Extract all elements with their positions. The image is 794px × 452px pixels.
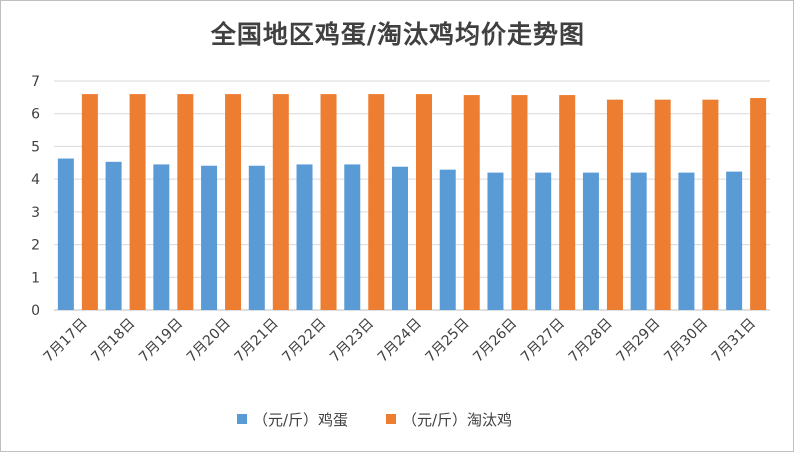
y-tick-label: 7 <box>31 74 40 90</box>
bar-egg <box>678 172 695 310</box>
x-tick-label: 7月23日 <box>327 316 377 366</box>
x-tick-label: 7月17日 <box>41 316 91 366</box>
x-tick-label: 7月25日 <box>423 316 473 366</box>
bar-egg <box>248 165 265 310</box>
x-tick-label: 7月19日 <box>136 316 186 366</box>
bar-cull-hen <box>81 94 98 310</box>
bar-egg <box>57 158 74 310</box>
bar-egg <box>392 166 408 310</box>
y-tick-label: 1 <box>31 270 40 286</box>
bar-cull-hen <box>129 94 146 310</box>
x-tick-label: 7月26日 <box>470 316 520 366</box>
x-tick-label: 7月24日 <box>375 316 425 366</box>
bars <box>57 94 767 311</box>
bar-cull-hen <box>559 95 576 311</box>
bar-cull-hen <box>511 95 528 311</box>
y-axis: 0 1 2 3 4 5 6 7 <box>31 74 40 319</box>
bar-cull-hen <box>272 94 289 310</box>
y-tick-label: 6 <box>31 107 40 123</box>
x-tick-label: 7月30日 <box>661 316 711 366</box>
y-tick-label: 5 <box>31 139 40 155</box>
x-tick-label: 7月18日 <box>88 316 138 366</box>
x-tick-label: 7月22日 <box>279 316 329 366</box>
bar-egg <box>487 172 504 310</box>
bar-cull-hen <box>177 94 194 310</box>
x-tick-label: 7月21日 <box>232 316 282 366</box>
bar-cull-hen <box>463 95 480 311</box>
bar-cull-hen <box>606 99 623 310</box>
y-tick-label: 2 <box>31 238 40 254</box>
gridlines <box>54 80 770 311</box>
x-tick-label: 7月28日 <box>566 316 616 366</box>
bar-cull-hen <box>416 94 432 310</box>
bar-egg <box>105 161 122 310</box>
bar-egg <box>296 164 313 310</box>
bar-egg <box>535 172 552 310</box>
bar-egg <box>630 172 647 310</box>
bar-egg <box>201 165 218 310</box>
bar-cull-hen <box>750 98 767 310</box>
bar-egg <box>344 164 361 310</box>
legend-swatch <box>237 414 247 424</box>
x-tick-label: 7月31日 <box>709 316 759 366</box>
y-tick-label: 4 <box>31 172 40 188</box>
legend: （元/斤）鸡蛋 （元/斤）淘汰鸡 <box>237 411 512 429</box>
bar-cull-hen <box>654 99 671 310</box>
legend-swatch <box>386 414 396 424</box>
y-tick-label: 3 <box>31 205 40 221</box>
x-axis: 7月17日7月18日7月19日7月20日7月21日7月22日7月23日7月24日… <box>41 316 759 366</box>
bar-egg <box>439 169 456 310</box>
bar-egg <box>582 172 599 310</box>
x-tick-label: 7月29日 <box>613 316 663 366</box>
legend-label: （元/斤）淘汰鸡 <box>402 411 512 429</box>
legend-label: （元/斤）鸡蛋 <box>253 411 348 429</box>
chart-title: 全国地区鸡蛋/淘汰鸡均价走势图 <box>210 20 586 49</box>
bar-cull-hen <box>702 99 719 310</box>
bar-egg <box>726 171 743 310</box>
x-tick-label: 7月20日 <box>184 316 234 366</box>
bar-cull-hen <box>320 94 337 310</box>
bar-cull-hen <box>225 94 242 310</box>
x-tick-label: 7月27日 <box>518 316 568 366</box>
bar-cull-hen <box>368 94 385 310</box>
y-tick-label: 0 <box>31 303 40 319</box>
bar-egg <box>153 164 170 310</box>
